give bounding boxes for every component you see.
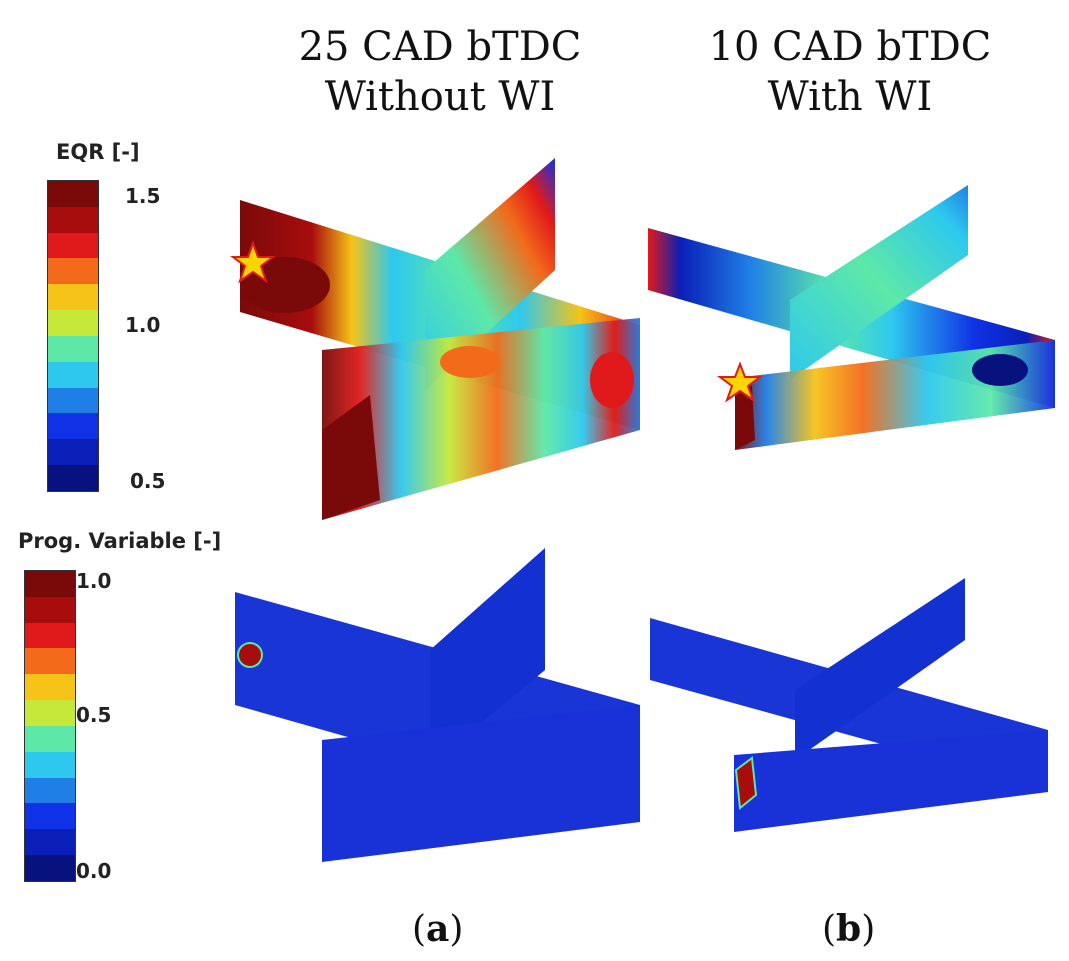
- panel-a-prog-plane-z: [430, 548, 545, 765]
- panel-b-flame-kernel: [734, 756, 758, 810]
- colorbar-segment: [48, 465, 98, 491]
- panel-a-eqr-rich-front: [322, 395, 380, 520]
- colorbar-segment: [25, 596, 75, 623]
- colorbar-segment: [25, 622, 75, 649]
- colorbar-segment: [48, 181, 98, 207]
- panel-b-eqr-plane-z: [790, 185, 968, 380]
- colorbar-segment: [25, 855, 75, 881]
- colorbar-segment: [48, 361, 98, 388]
- panel-label-a-letter: a: [426, 908, 450, 950]
- prog-legend-title: Prog. Variable [-]: [18, 529, 222, 553]
- column-title-a: 25 CAD bTDC Without WI: [290, 22, 590, 122]
- prog-tick-mid: 0.5: [76, 703, 112, 727]
- colorbar-segment: [48, 258, 98, 285]
- colorbar-segment: [25, 725, 75, 752]
- panel-b-eqr: [648, 185, 1055, 450]
- eqr-tick-top: 1.5: [125, 184, 161, 208]
- colorbar-segment: [48, 206, 98, 233]
- panel-b-eqr-rich-front: [735, 385, 755, 450]
- colorbar-segment: [25, 751, 75, 778]
- column-title-b: 10 CAD bTDC With WI: [700, 22, 1000, 122]
- panel-a-eqr-rich-right: [590, 352, 634, 408]
- colorbar-segment: [48, 387, 98, 414]
- panel-label-a-open: (: [412, 909, 427, 950]
- column-b-line2: With WI: [767, 74, 933, 120]
- panel-label-b-letter: b: [836, 908, 862, 950]
- spark-star-icon: [230, 240, 276, 284]
- panel-a-eqr-plane-z: [425, 158, 555, 390]
- colorbar-segment: [48, 413, 98, 440]
- panel-a-prog: [235, 548, 640, 862]
- colorbar-segment: [48, 335, 98, 362]
- colorbar-segment: [25, 648, 75, 675]
- panel-a-flame-kernel: [237, 642, 263, 668]
- panel-b-prog: [650, 578, 1048, 832]
- colorbar-segment: [25, 777, 75, 804]
- colorbar-segment: [25, 829, 75, 856]
- colorbar-segment: [25, 700, 75, 726]
- colorbar-segment: [48, 439, 98, 466]
- colorbar-segment: [25, 674, 75, 701]
- prog-tick-top: 1.0: [76, 569, 112, 593]
- panel-label-a-close: ): [449, 909, 464, 950]
- eqr-colorbar: [47, 180, 99, 492]
- column-a-line2: Without WI: [324, 74, 556, 120]
- panel-label-a: (a): [412, 908, 463, 950]
- column-b-line1: 10 CAD bTDC: [708, 24, 992, 70]
- panel-b-prog-plane-z: [795, 578, 965, 760]
- panel-label-b-open: (: [822, 909, 837, 950]
- panel-label-b: (b): [822, 908, 875, 950]
- panel-a-eqr-orange: [440, 346, 500, 378]
- colorbar-segment: [48, 310, 98, 336]
- panel-a-eqr: [230, 158, 640, 520]
- colorbar-segment: [25, 803, 75, 830]
- colorbar-segment: [48, 284, 98, 311]
- column-a-line1: 25 CAD bTDC: [298, 24, 582, 70]
- spark-star-icon-b: [717, 361, 763, 403]
- prog-tick-bottom: 0.0: [76, 859, 112, 883]
- panel-b-eqr-lean-zone: [972, 354, 1028, 386]
- colorbar-segment: [25, 571, 75, 597]
- prog-colorbar: [24, 570, 76, 882]
- eqr-tick-bottom: 0.5: [130, 469, 166, 493]
- panel-a-prog-plane-y: [322, 705, 640, 862]
- colorbar-segment: [48, 232, 98, 259]
- panel-b-prog-plane-y: [734, 730, 1048, 832]
- panel-a-eqr-plane-y: [322, 318, 640, 520]
- panel-label-b-close: ): [861, 909, 876, 950]
- eqr-legend-title: EQR [-]: [56, 140, 140, 164]
- eqr-tick-mid: 1.0: [125, 313, 161, 337]
